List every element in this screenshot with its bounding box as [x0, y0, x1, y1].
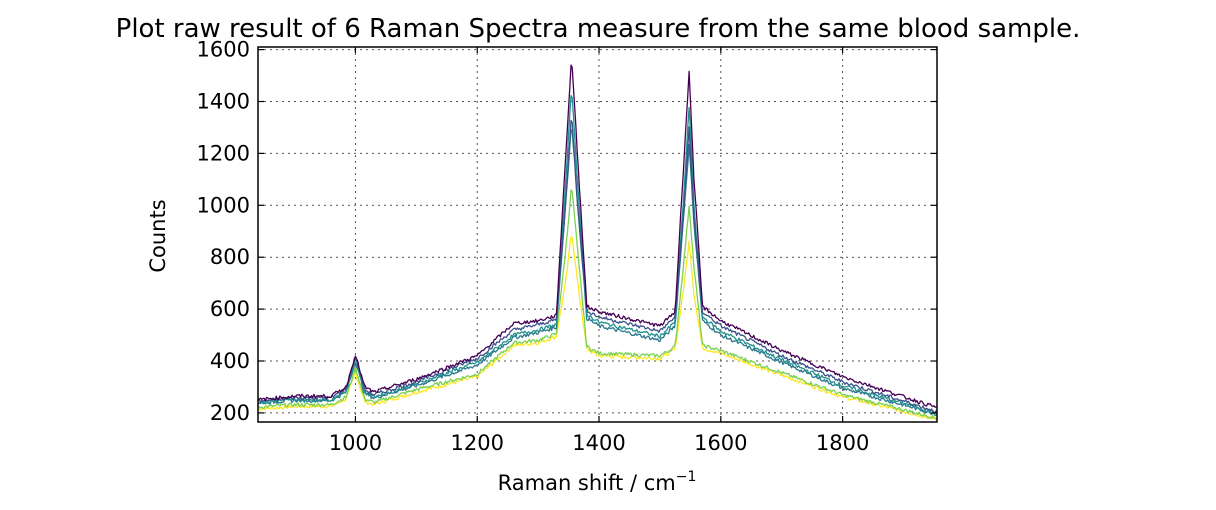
x-axis-label-superscript: −1 — [676, 469, 697, 485]
spectrum-line — [257, 64, 937, 408]
grid-lines — [258, 47, 937, 422]
y-tick-label: 1000 — [197, 193, 250, 217]
y-tick-label: 200 — [210, 401, 250, 425]
x-tick-label: 1600 — [694, 431, 747, 455]
y-tick-label: 600 — [210, 297, 250, 321]
tick-labels: 1000 1200 1400 1600 1800 200 400 600 800 1000 1200… — [197, 38, 870, 455]
y-tick-label: 800 — [210, 245, 250, 269]
spectrum-line — [257, 189, 937, 420]
spectrum-line — [257, 236, 937, 421]
spectrum-line — [257, 95, 937, 415]
x-tick-label: 1800 — [816, 431, 869, 455]
spectrum-line — [257, 128, 937, 417]
series-layer — [257, 64, 937, 421]
x-axis-label: Raman shift / cm−1 — [498, 469, 697, 495]
x-tick-label: 1000 — [329, 431, 382, 455]
axis-ticks — [258, 47, 937, 422]
y-tick-label: 1600 — [197, 38, 250, 62]
y-tick-label: 400 — [210, 349, 250, 373]
x-tick-label: 1200 — [451, 431, 504, 455]
y-axis-label: Counts — [146, 199, 170, 272]
x-tick-label: 1400 — [572, 431, 625, 455]
y-tick-label: 1400 — [197, 89, 250, 113]
x-axis-label-text: Raman shift / cm — [498, 471, 676, 495]
chart-title: Plot raw result of 6 Raman Spectra measu… — [116, 14, 1081, 44]
y-tick-label: 1200 — [197, 141, 250, 165]
plot-frame — [257, 46, 938, 423]
spectrum-line — [257, 119, 937, 414]
